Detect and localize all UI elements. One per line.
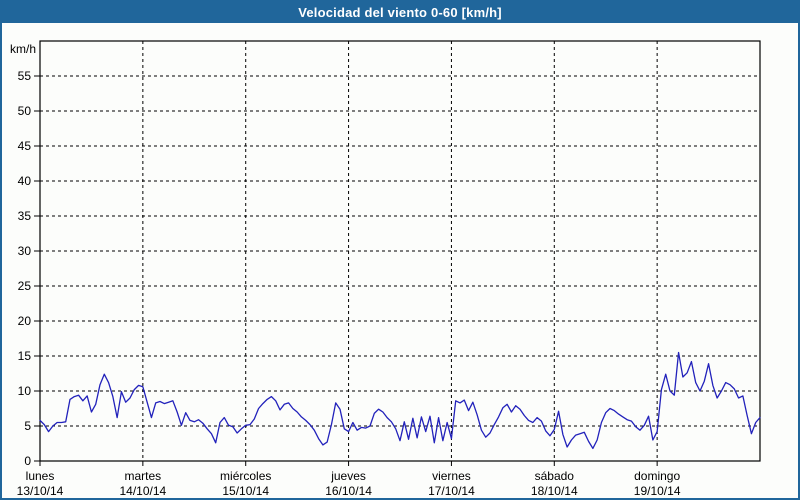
y-tick-label: 50 <box>18 104 32 118</box>
x-day-name-label: domingo <box>634 469 680 483</box>
y-axis-unit-label: km/h <box>10 42 36 56</box>
wind-speed-chart: 0 5 10 15 20 25 30 35 40 45 50 55 km/h lunes13/10/14 m… <box>2 23 798 498</box>
wind-speed-panel: Velocidad del viento 0-60 [km/h] 0 5 10 15 2… <box>0 0 800 500</box>
chart-area: 0 5 10 15 20 25 30 35 40 45 50 55 km/h lunes13/10/14 m… <box>2 23 798 498</box>
y-tick-label: 25 <box>18 279 32 293</box>
wind-speed-line <box>40 353 760 449</box>
y-tick-label: 55 <box>18 69 32 83</box>
x-day-date-label: 14/10/14 <box>119 484 166 498</box>
x-day-date-label: 16/10/14 <box>325 484 372 498</box>
x-day-name-label: martes <box>125 469 162 483</box>
y-tick-label: 45 <box>18 139 32 153</box>
y-tick-label: 35 <box>18 209 32 223</box>
x-day-name-label: jueves <box>330 469 366 483</box>
x-day-date-label: 17/10/14 <box>428 484 475 498</box>
x-day-name-label: sábado <box>535 469 575 483</box>
y-tick-label: 20 <box>18 314 32 328</box>
panel-title: Velocidad del viento 0-60 [km/h] <box>2 2 798 23</box>
y-tick-label: 15 <box>18 349 32 363</box>
x-day-name-label: lunes <box>26 469 55 483</box>
x-day-date-label: 19/10/14 <box>634 484 681 498</box>
y-tick-label: 30 <box>18 244 32 258</box>
x-day-date-label: 15/10/14 <box>222 484 269 498</box>
x-day-name-label: viernes <box>432 469 471 483</box>
x-day-name-label: miércoles <box>220 469 271 483</box>
y-tick-label: 0 <box>24 454 31 468</box>
y-tick-label: 40 <box>18 174 32 188</box>
y-tick-label: 10 <box>18 384 32 398</box>
y-tick-label: 5 <box>24 419 31 433</box>
x-day-date-label: 13/10/14 <box>17 484 64 498</box>
x-day-date-label: 18/10/14 <box>531 484 578 498</box>
